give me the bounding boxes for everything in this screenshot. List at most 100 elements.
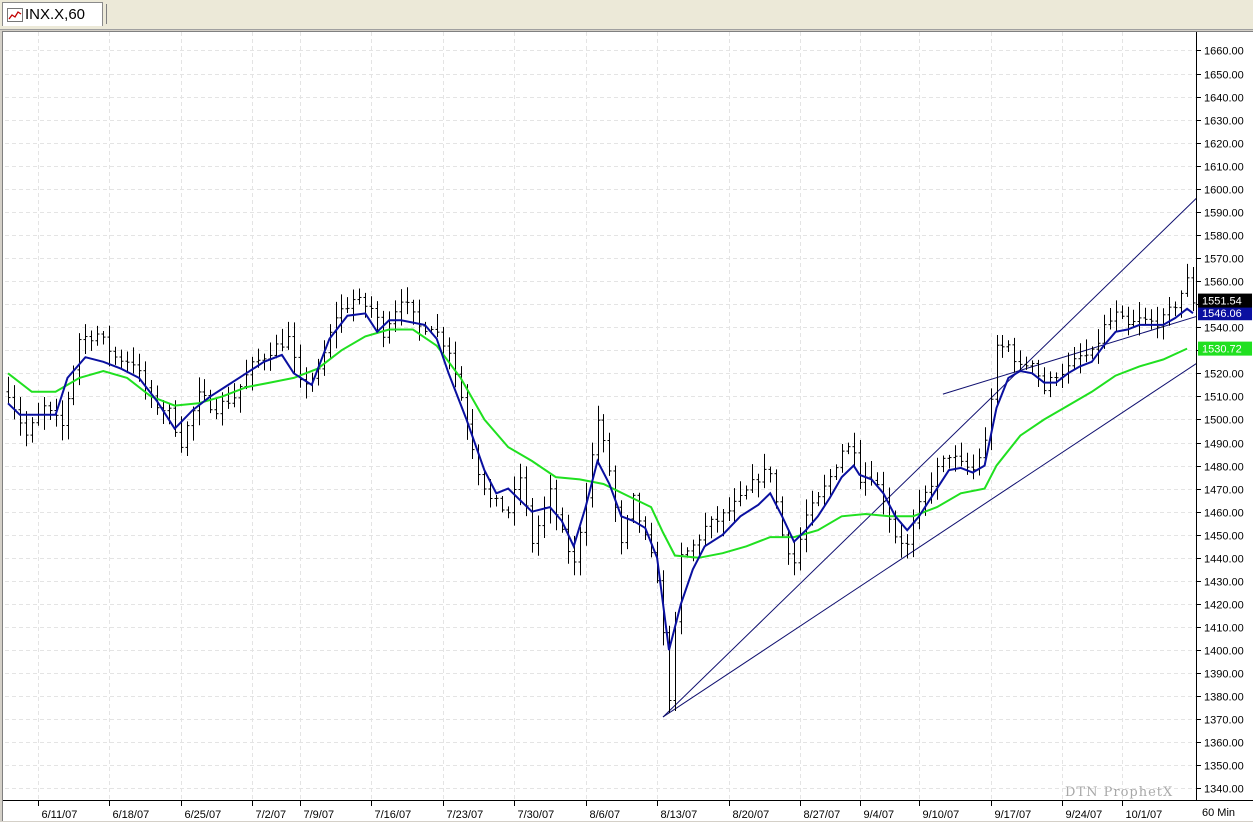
price-bar bbox=[560, 507, 565, 533]
price-bar bbox=[1102, 314, 1107, 349]
price-bar bbox=[89, 330, 94, 351]
price-bar bbox=[863, 462, 868, 496]
price-bar bbox=[828, 468, 833, 496]
price-bar bbox=[411, 299, 416, 325]
price-bar bbox=[131, 347, 136, 374]
price-bar bbox=[214, 398, 219, 420]
price-chart[interactable]: 1340.00 1350.00 1360.00 1370.00 1380.00 1390.… bbox=[3, 32, 1253, 822]
time-tick-label: 8/27/07 bbox=[804, 809, 841, 821]
price-bar bbox=[1126, 306, 1131, 336]
price-tick-label: 1590.00 bbox=[1204, 208, 1244, 220]
price-bar bbox=[1137, 302, 1142, 336]
price-bar bbox=[1096, 329, 1101, 364]
price-bar bbox=[536, 515, 541, 556]
price-bar bbox=[840, 444, 845, 473]
price-bar bbox=[756, 473, 761, 498]
price-bar bbox=[732, 488, 737, 524]
price-bar bbox=[232, 383, 237, 408]
price-bar bbox=[1048, 371, 1053, 398]
price-bar bbox=[286, 321, 291, 350]
chart-tab[interactable]: INX.X,60 bbox=[2, 2, 103, 26]
price-tick-label: 1430.00 bbox=[1204, 577, 1244, 589]
price-bar bbox=[60, 400, 65, 441]
price-bar bbox=[762, 453, 767, 489]
price-bar bbox=[1036, 359, 1041, 388]
price-bar bbox=[351, 289, 356, 322]
price-bar bbox=[506, 506, 511, 519]
price-bar bbox=[846, 442, 851, 455]
chart-frame: 1340.00 1350.00 1360.00 1370.00 1380.00 1390.… bbox=[2, 31, 1253, 821]
price-bar bbox=[542, 496, 547, 539]
price-bar bbox=[917, 489, 922, 530]
price-bar bbox=[834, 464, 839, 481]
price-bar bbox=[1173, 301, 1178, 317]
price-tick-label: 1660.00 bbox=[1204, 46, 1244, 58]
price-bar bbox=[66, 391, 71, 440]
fast-ma-value-tag-bg bbox=[1198, 306, 1252, 321]
price-bar bbox=[852, 432, 857, 468]
price-tick-label: 1360.00 bbox=[1204, 738, 1244, 750]
price-bar bbox=[971, 454, 976, 480]
price-tick-label: 1460.00 bbox=[1204, 508, 1244, 520]
price-bar bbox=[357, 288, 362, 305]
trendline bbox=[662, 195, 1200, 718]
trendlines bbox=[662, 195, 1200, 718]
price-bar bbox=[435, 314, 440, 338]
price-bar bbox=[1054, 372, 1059, 387]
price-tick-label: 1440.00 bbox=[1204, 554, 1244, 566]
price-bar bbox=[649, 522, 654, 558]
price-bar bbox=[667, 625, 672, 713]
price-bar bbox=[1143, 307, 1148, 325]
price-bar bbox=[1024, 356, 1029, 370]
price-bar bbox=[750, 464, 755, 494]
price-bar bbox=[381, 310, 386, 348]
price-bar bbox=[530, 497, 535, 553]
price-bar bbox=[715, 506, 720, 533]
price-bar bbox=[578, 526, 583, 576]
price-bar bbox=[935, 457, 940, 500]
price-bar bbox=[619, 500, 624, 555]
price-bar bbox=[703, 512, 708, 546]
price-bar bbox=[1185, 263, 1190, 297]
trendline bbox=[942, 315, 1200, 395]
price-bar bbox=[494, 494, 499, 507]
chart-tab-label: INX.X,60 bbox=[25, 6, 86, 23]
time-tick-label: 8/6/07 bbox=[590, 809, 621, 821]
price-bar bbox=[953, 445, 958, 472]
price-bar bbox=[101, 330, 106, 345]
price-bars bbox=[6, 263, 1196, 713]
price-tick-label: 1500.00 bbox=[1204, 415, 1244, 427]
price-bar bbox=[1084, 339, 1089, 363]
price-bar bbox=[774, 469, 779, 509]
price-bar bbox=[220, 392, 225, 426]
price-bar bbox=[596, 405, 601, 465]
time-tick-label: 6/25/07 bbox=[185, 809, 222, 821]
price-bar bbox=[191, 406, 196, 441]
price-bar bbox=[1006, 340, 1011, 353]
price-bar bbox=[1078, 343, 1083, 374]
price-bar bbox=[804, 499, 809, 553]
price-bar bbox=[339, 294, 344, 333]
price-bar bbox=[887, 487, 892, 533]
tab-separator bbox=[106, 4, 107, 24]
price-bar bbox=[30, 417, 35, 443]
price-bar bbox=[816, 492, 821, 507]
price-tick-label: 1480.00 bbox=[1204, 462, 1244, 474]
price-bar bbox=[1149, 309, 1154, 330]
grid bbox=[5, 32, 1196, 800]
price-bar bbox=[548, 474, 553, 524]
price-bar bbox=[1090, 346, 1095, 359]
price-bar bbox=[83, 324, 88, 355]
price-bar bbox=[721, 509, 726, 537]
price-bar bbox=[24, 411, 29, 447]
price-bar bbox=[369, 296, 374, 318]
time-tick-label: 6/18/07 bbox=[113, 809, 150, 821]
price-bar bbox=[48, 401, 53, 420]
price-bar bbox=[744, 485, 749, 500]
price-tick-label: 1340.00 bbox=[1204, 784, 1244, 796]
price-bar bbox=[810, 490, 815, 526]
trendline bbox=[662, 361, 1200, 718]
watermark: DTN ProphetX bbox=[1065, 785, 1173, 800]
price-bar bbox=[197, 377, 202, 426]
